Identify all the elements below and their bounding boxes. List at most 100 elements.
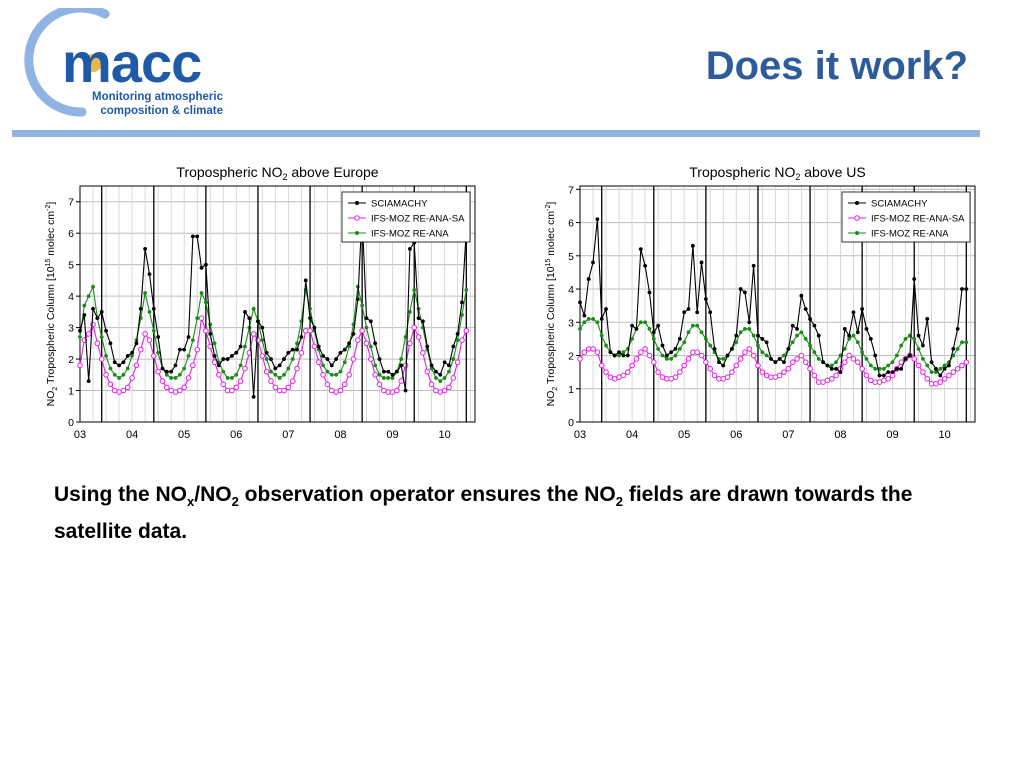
data-point (599, 317, 604, 321)
data-point (907, 353, 912, 358)
data-point (777, 356, 782, 361)
x-tick-label: 03 (574, 429, 586, 441)
data-point (873, 366, 878, 371)
data-point (455, 331, 460, 336)
data-point (269, 369, 273, 374)
data-point (264, 357, 269, 361)
x-tick-label: 07 (282, 429, 294, 441)
data-point (725, 353, 730, 358)
data-point (664, 356, 669, 361)
data-point (78, 335, 82, 339)
data-point (364, 325, 369, 330)
data-point (643, 263, 648, 268)
data-point (790, 340, 795, 345)
data-point (82, 313, 87, 317)
data-point (412, 287, 417, 292)
data-point (355, 284, 360, 289)
data-point (651, 337, 656, 341)
x-tick-label: 07 (782, 429, 794, 441)
data-point (117, 363, 121, 368)
data-point (450, 375, 457, 381)
y-tick-label: 1 (68, 386, 74, 398)
data-point (230, 376, 234, 380)
logo-word: macc (62, 31, 201, 94)
series-ifs-moz-re-ana-sa (577, 346, 970, 387)
data-point (229, 387, 235, 394)
data-point (290, 357, 295, 361)
data-point (816, 333, 821, 338)
data-point (355, 337, 361, 343)
data-point (151, 328, 156, 333)
data-point (808, 343, 812, 348)
data-point (630, 337, 634, 341)
data-point (795, 327, 799, 331)
caption-part: fields are drawn towards the satellite d… (54, 483, 913, 544)
data-point (299, 335, 304, 339)
data-point (868, 337, 873, 341)
data-point (250, 331, 257, 337)
data-point (308, 316, 312, 321)
data-point (190, 234, 195, 239)
macc-logo: macc Monitoring atmospheric composition … (24, 8, 224, 117)
data-point (734, 333, 739, 338)
data-point (78, 328, 82, 333)
data-point (699, 260, 704, 265)
data-point (695, 323, 700, 328)
data-point (603, 369, 609, 375)
header-rule (12, 130, 980, 137)
legend-label: IFS-MOZ RE-ANA-SA (371, 214, 465, 225)
data-point (424, 368, 431, 375)
x-tick-label: 09 (886, 429, 898, 441)
data-point (195, 316, 200, 321)
data-point (855, 359, 861, 365)
data-point (294, 365, 300, 372)
data-point (859, 366, 865, 372)
data-point (199, 265, 204, 270)
data-point (177, 372, 182, 377)
data-point (342, 360, 347, 365)
data-point (143, 291, 148, 295)
data-point (146, 337, 153, 343)
data-point (960, 340, 964, 345)
data-point (320, 372, 326, 378)
data-point (586, 317, 591, 321)
series-line (579, 318, 967, 373)
data-point (660, 353, 665, 358)
data-point (950, 369, 957, 375)
data-point (251, 394, 256, 399)
data-point (155, 368, 161, 375)
data-point (295, 341, 299, 346)
data-point (130, 350, 134, 355)
y-axis-label: NO2 Tropospheric Column [1015 molec cm-2… (45, 202, 59, 407)
data-point (133, 362, 140, 369)
data-point (390, 376, 395, 380)
chart-title: Tropospheric NO2 above US (689, 164, 865, 182)
data-point (381, 376, 386, 380)
legend-label: IFS-MOZ RE-ANA (871, 229, 949, 240)
data-point (847, 337, 852, 341)
y-tick-label: 1 (568, 384, 574, 396)
data-point (460, 300, 464, 305)
caption-part: observation operator ensures the NO (238, 483, 616, 506)
data-point (690, 243, 695, 248)
legend-label: SCIAMACHY (371, 199, 428, 210)
data-point (703, 337, 708, 341)
data-point (263, 368, 270, 375)
plot-frame (79, 185, 476, 423)
chart-us-no2: Tropospheric NO2 above US 0 1 2 3 4 5 6 7 03 04 05 0… (545, 164, 976, 441)
data-point (282, 372, 286, 377)
data-point (855, 330, 860, 335)
data-point (185, 375, 192, 381)
legend-marker (355, 201, 359, 205)
data-point (781, 369, 787, 375)
data-point (760, 337, 765, 341)
data-point (686, 330, 691, 335)
data-point (860, 307, 865, 311)
data-point (789, 359, 796, 365)
data-point (807, 366, 813, 372)
data-point (864, 356, 869, 361)
data-point (273, 366, 278, 371)
data-point (350, 356, 357, 362)
data-point (272, 384, 279, 391)
data-point (420, 349, 426, 356)
